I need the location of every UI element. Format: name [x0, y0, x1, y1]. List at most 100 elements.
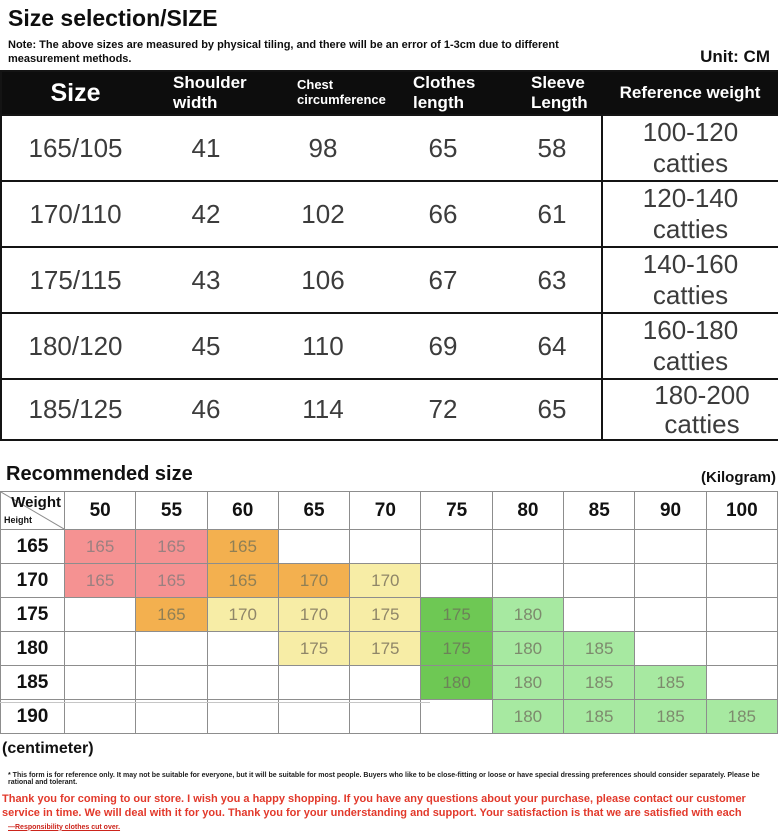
column-header-shoulder-width: Shoulder width	[149, 71, 263, 115]
grid-weight-header: 50	[63, 491, 137, 531]
grid-cell: 185	[634, 665, 707, 701]
grid-cell	[63, 631, 137, 667]
sleeve-cell: 65	[503, 377, 602, 441]
grid-row: 175 165 170 170 175 175 180	[0, 597, 778, 633]
grid-cell	[135, 699, 208, 735]
reference-weight-cell: 160-180 catties	[601, 312, 778, 379]
footer-fragment-text: —Responsibility clothes cut over.	[8, 823, 121, 831]
unit-label: Unit: CM	[700, 47, 770, 66]
grid-row: 165 165 165 165	[0, 529, 778, 565]
size-table: Size Shoulder width Chest circumference Cl…	[0, 70, 778, 442]
grid-cell: 170	[349, 563, 422, 599]
size-table-row: 170/110 42 102 66 61 120-140 catties	[1, 180, 778, 247]
grid-cell	[420, 699, 493, 735]
grid-row: 180 175 175 175 180 185	[0, 631, 778, 667]
grid-cell	[705, 597, 778, 633]
grid-cell: 175	[349, 631, 422, 667]
reference-weight-cell: 140-160 catties	[601, 246, 778, 313]
sleeve-cell: 64	[503, 312, 602, 379]
height-axis-label: Height	[4, 515, 32, 526]
grid-weight-header: 75	[420, 491, 493, 531]
grid-cell: 175	[277, 631, 351, 667]
grid-cell	[491, 563, 565, 599]
grid-cell: 165	[206, 529, 279, 565]
grid-cell: 185	[563, 631, 636, 667]
grid-cell	[63, 597, 137, 633]
grid-cell: 175	[349, 597, 422, 633]
grid-cell: 180	[491, 631, 565, 667]
grid-cell: 175	[420, 597, 493, 633]
shoulder-cell: 41	[149, 114, 263, 181]
grid-weight-header: 55	[135, 491, 208, 531]
grid-cell: 185	[634, 699, 707, 735]
measurement-note: Note: The above sizes are measured by ph…	[8, 39, 559, 65]
grid-weight-header: 80	[491, 491, 565, 531]
weight-height-corner-cell: Weight Height	[0, 491, 65, 531]
column-header-sleeve-length: Sleeve Length	[503, 71, 602, 115]
grid-cell	[349, 529, 422, 565]
recommended-size-grid: Weight Height 50 55 60 65 70 75 80 85 90…	[0, 491, 778, 735]
chest-cell: 114	[263, 377, 383, 441]
grid-cell: 180	[491, 665, 565, 701]
grid-weight-header: 70	[349, 491, 422, 531]
clothes-cell: 65	[383, 114, 503, 181]
kilogram-label: (Kilogram)	[701, 469, 776, 487]
grid-weight-header: 60	[206, 491, 279, 531]
grid-cell: 175	[420, 631, 493, 667]
grid-cell	[63, 699, 137, 735]
size-cell: 180/120	[1, 312, 149, 379]
reference-weight-cell: 180-200 catties	[601, 377, 778, 441]
clothes-cell: 67	[383, 246, 503, 313]
grid-row: 190 180 185 185 185	[0, 699, 778, 735]
grid-cell: 185	[705, 699, 778, 735]
size-cell: 185/125	[1, 377, 149, 441]
grid-cell	[206, 665, 279, 701]
reference-weight-cell: 100-120 catties	[601, 114, 778, 181]
grid-height-label: 185	[0, 665, 65, 701]
grid-weight-header: 85	[563, 491, 636, 531]
grid-height-label: 190	[0, 699, 65, 735]
grid-cell	[420, 529, 493, 565]
chest-cell: 110	[263, 312, 383, 379]
diagonal-divider	[1, 492, 64, 530]
grid-cell	[63, 665, 137, 701]
grid-cell	[135, 665, 208, 701]
shoulder-cell: 45	[149, 312, 263, 379]
grid-cell	[705, 631, 778, 667]
size-table-row: 165/105 41 98 65 58 100-120 catties	[1, 114, 778, 181]
grid-cell	[277, 529, 351, 565]
column-header-clothes-length: Clothes length	[383, 71, 503, 115]
grid-cell: 170	[277, 563, 351, 599]
grid-cell: 165	[63, 563, 137, 599]
header-section: Size selection/SIZE Note: The above size…	[0, 0, 778, 67]
column-header-size: Size	[1, 71, 149, 115]
grid-cell: 165	[135, 529, 208, 565]
disclaimer-text: * This form is for reference only. It ma…	[8, 772, 760, 787]
grid-cell	[349, 699, 422, 735]
grid-cell: 180	[491, 699, 565, 735]
clothes-cell: 69	[383, 312, 503, 379]
size-table-row: 185/125 46 114 72 65 180-200 catties	[1, 377, 778, 441]
shoulder-cell: 42	[149, 180, 263, 247]
clothes-cell: 72	[383, 377, 503, 441]
grid-cell: 170	[206, 597, 279, 633]
chest-cell: 102	[263, 180, 383, 247]
grid-cell	[563, 563, 636, 599]
thank-you-message: Thank you for coming to our store. I wis…	[2, 793, 746, 820]
grid-cell	[634, 597, 707, 633]
size-cell: 165/105	[1, 114, 149, 181]
size-cell: 170/110	[1, 180, 149, 247]
grid-cell	[705, 529, 778, 565]
grid-weight-header: 100	[705, 491, 778, 531]
reference-weight-cell: 120-140 catties	[601, 180, 778, 247]
grid-cell	[206, 699, 279, 735]
grid-cell: 165	[63, 529, 137, 565]
size-cell: 175/115	[1, 246, 149, 313]
grid-cell	[634, 529, 707, 565]
size-table-header-row: Size Shoulder width Chest circumference Cl…	[1, 71, 778, 115]
grid-cell	[563, 529, 636, 565]
sleeve-cell: 63	[503, 246, 602, 313]
recommended-heading-row: Recommended size (Kilogram)	[6, 463, 776, 486]
grid-cell: 185	[563, 699, 636, 735]
grid-cell	[634, 563, 707, 599]
